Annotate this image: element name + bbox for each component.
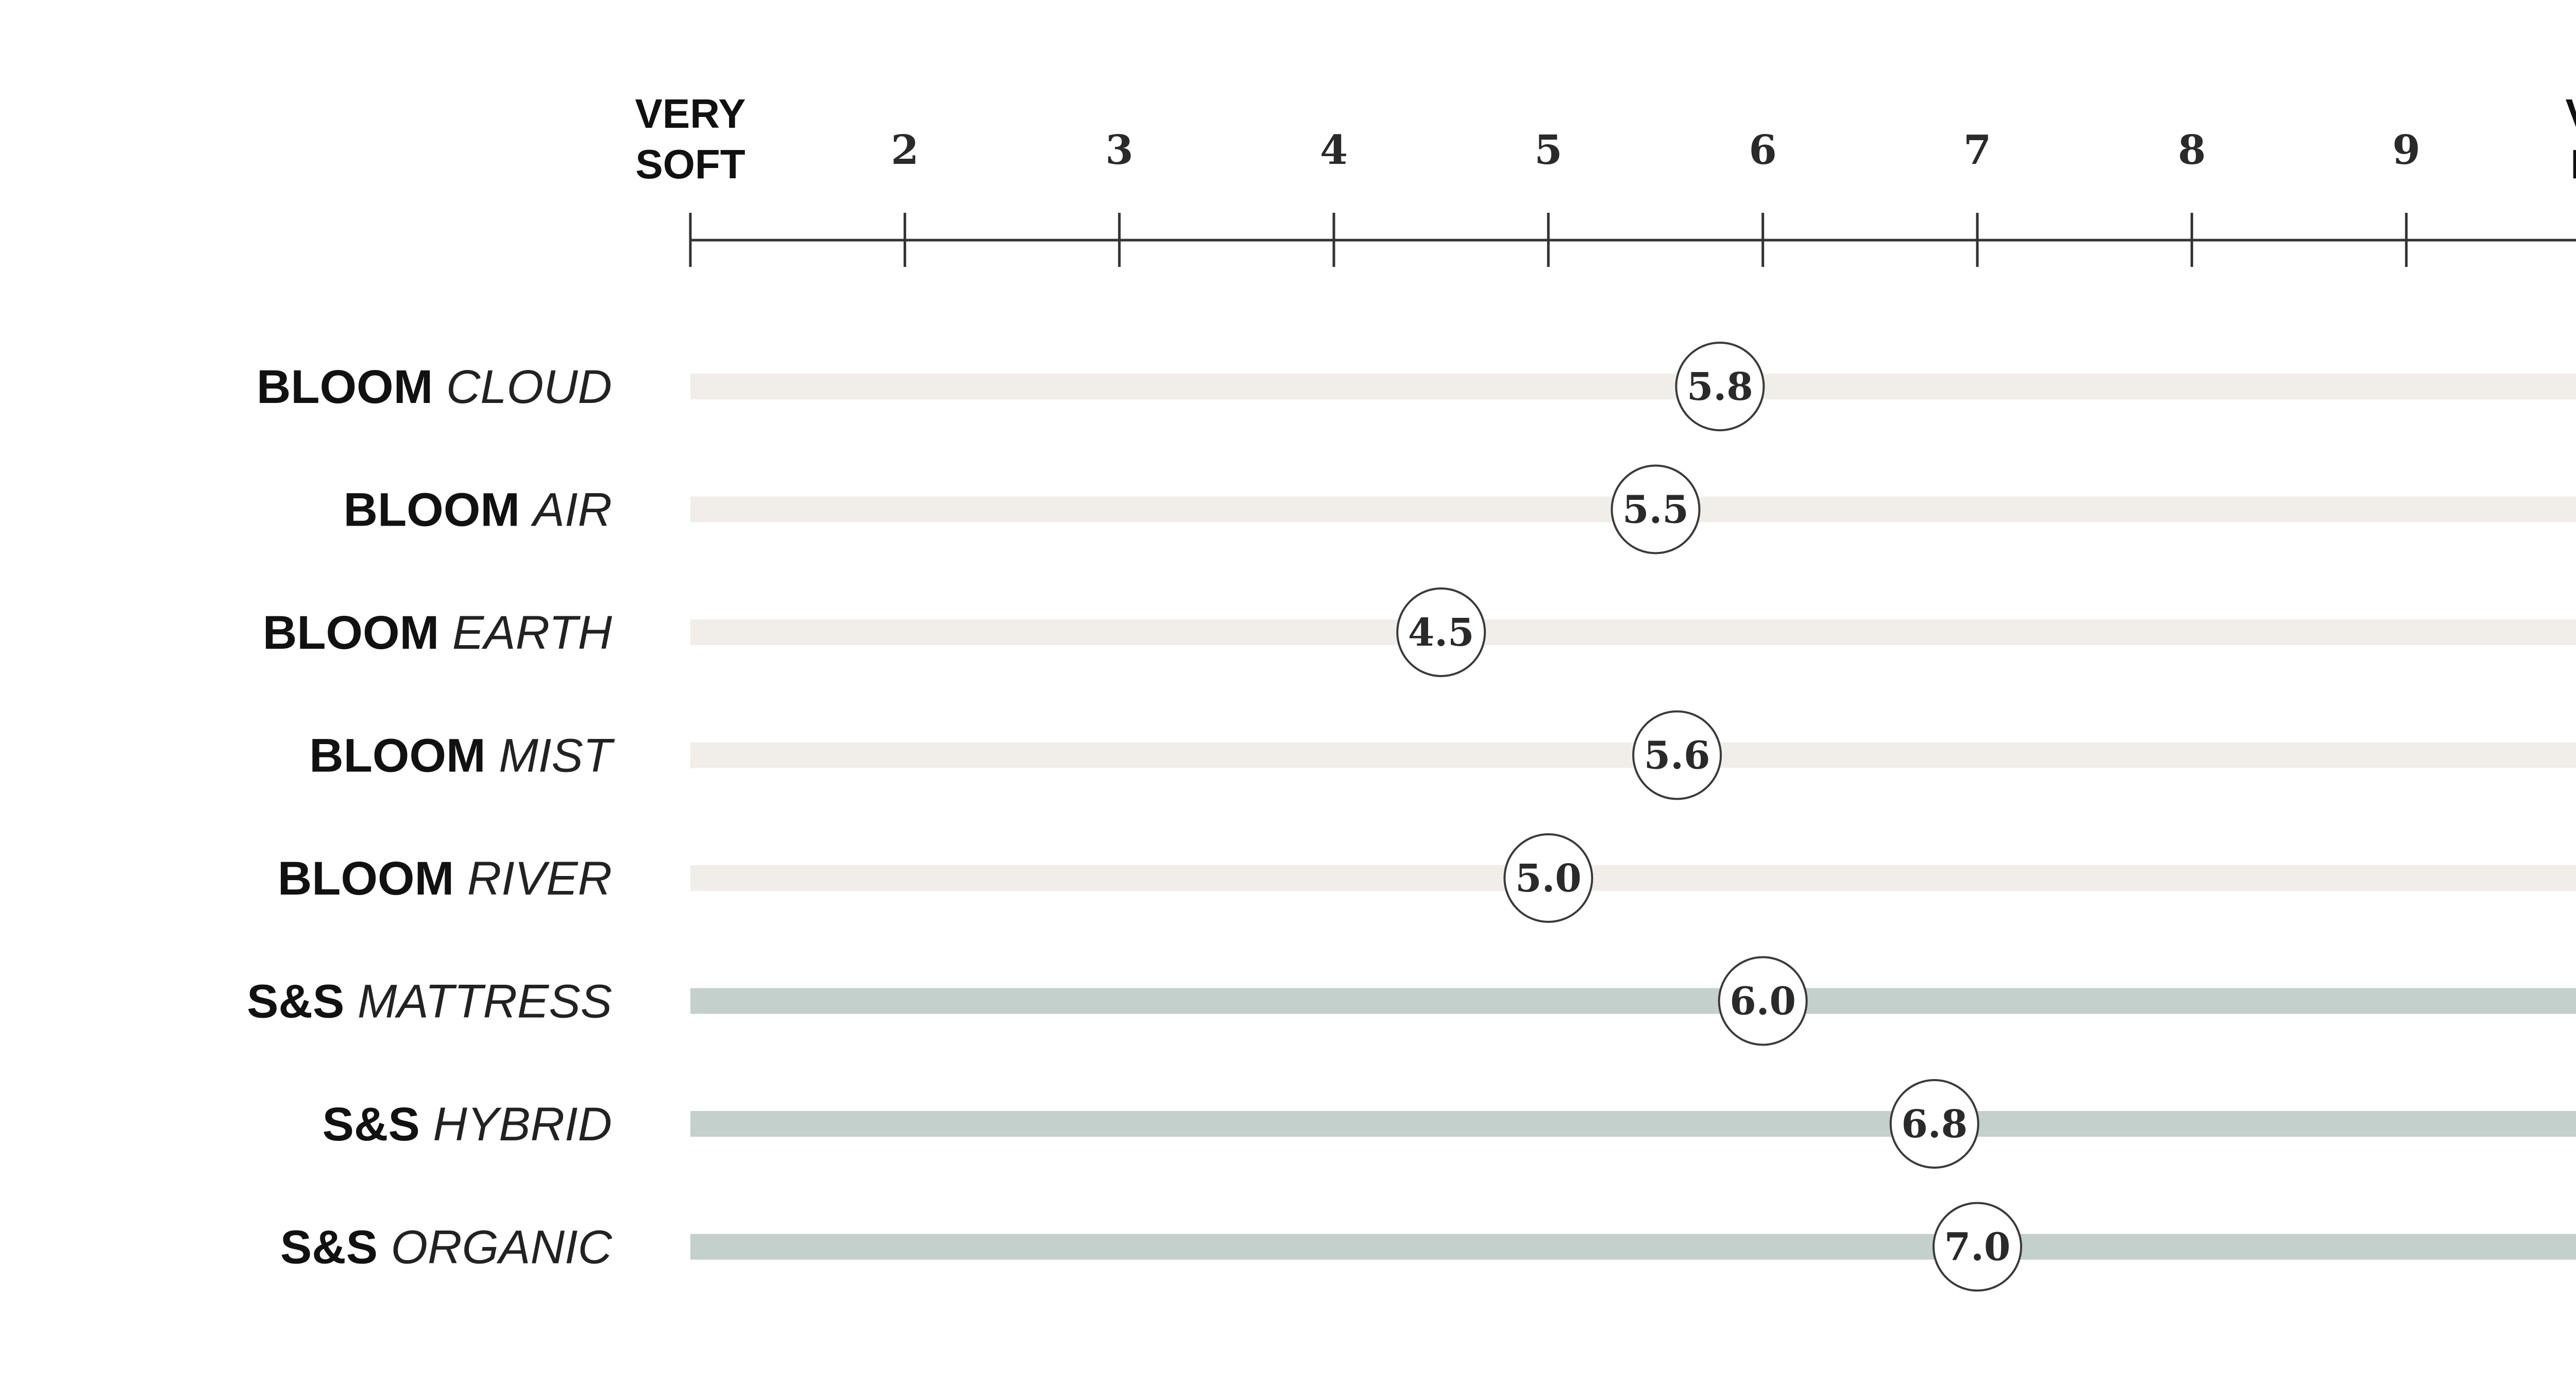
brand-label: S&S [280,1221,391,1274]
brand-label: S&S [247,975,358,1028]
firmness-marker [1933,1202,2022,1292]
model-label: MIST [499,730,615,782]
firmness-value-label: 4.5 [1408,611,1475,655]
mattress-row: BLOOM MIST 5.6 [309,710,2576,800]
tick-label: 9 [2393,127,2420,174]
mattress-row: S&S HYBRID 6.8 [323,1079,2576,1169]
brand-label: BLOOM [278,852,467,905]
row-label: S&S MATTRESS [247,975,612,1028]
tick-label: 5 [1534,127,1562,174]
firmness-track [690,1234,2576,1260]
axis-max-label: VERYFIRM [2566,91,2576,187]
firmness-marker [1675,342,1765,431]
firmness-track [690,865,2576,891]
mattress-row: BLOOM AIR 5.5 [344,464,2576,554]
mattress-row: BLOOM CLOUD 5.8 [257,342,2576,431]
firmness-marker [1718,956,1808,1046]
brand-label: BLOOM [257,361,446,413]
axis-min-label: VERY SOFT [635,91,746,187]
firmness-track [690,1111,2576,1137]
model-label: RIVER [467,852,612,905]
mattress-row: BLOOM EARTH 4.5 [263,587,2576,677]
tick-label: 7 [1963,127,1991,174]
firmness-track [690,374,2576,399]
tick-label: 4 [1320,127,1348,174]
firmness-value-label: 7.0 [1944,1225,2011,1270]
firmness-value-label: 6.8 [1901,1102,1968,1147]
firmness-marker [1889,1079,1979,1169]
firmness-marker [1611,464,1701,554]
row-label: BLOOM AIR [344,484,612,536]
firmness-marker [1632,710,1722,800]
row-label: S&S HYBRID [323,1098,612,1151]
row-label: BLOOM CLOUD [257,361,612,413]
brand-label: BLOOM [263,607,452,659]
model-label: HYBRID [433,1098,612,1151]
brand-label: BLOOM [309,730,499,782]
mattress-row: S&S MATTRESS 6.0 [247,956,2576,1046]
firmness-value-label: 5.8 [1687,365,1753,409]
firmness-track [690,988,2576,1014]
tick-label: 2 [891,127,919,174]
model-label: MATTRESS [358,975,612,1028]
mattress-row: S&S ORGANIC 7.0 [280,1202,2576,1292]
row-label: BLOOM MIST [309,730,615,782]
row-label: S&S ORGANIC [280,1221,613,1274]
brand-label: S&S [323,1098,433,1151]
mattress-rows: BLOOM CLOUD 5.8 BLOOM AIR 5.5 BLOOM EARTH 4.5… [247,342,2576,1292]
tick-label: 8 [2178,127,2206,174]
firmness-value-label: 5.0 [1515,856,1582,901]
mattress-row: BLOOM RIVER 5.0 [278,833,2576,923]
model-label: EARTH [452,607,613,659]
firmness-value-label: 6.0 [1730,980,1796,1024]
firmness-value-label: 5.5 [1622,488,1689,532]
firmness-marker [1396,587,1486,677]
tick-label: 3 [1106,127,1133,174]
model-label: ORGANIC [391,1221,613,1274]
model-label: CLOUD [446,361,612,413]
brand-label: BLOOM [344,484,533,536]
firmness-marker [1503,833,1594,923]
row-label: BLOOM RIVER [278,852,612,905]
row-label: BLOOM EARTH [263,607,613,659]
firmness-value-label: 5.6 [1644,734,1710,778]
firmness-track [690,619,2576,645]
model-label: AIR [531,484,612,536]
tick-label: 6 [1749,127,1777,174]
